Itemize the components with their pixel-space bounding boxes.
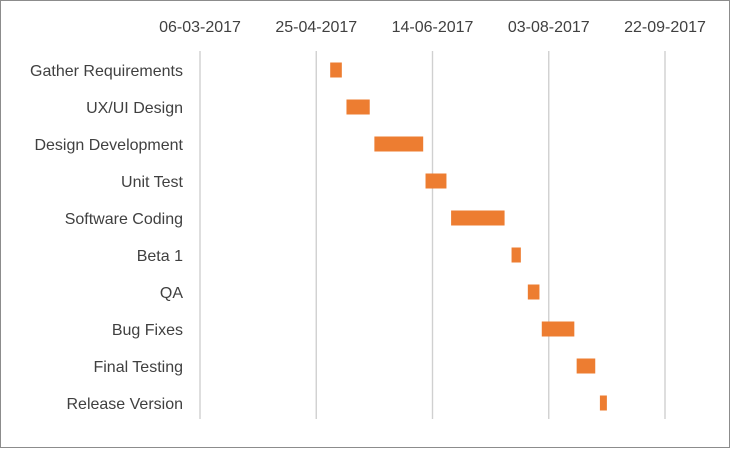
category-label: Unit Test xyxy=(121,174,184,191)
category-label: Design Development xyxy=(34,137,183,154)
x-tick-label: 03-08-2017 xyxy=(508,19,590,36)
task-bar xyxy=(425,173,447,189)
task-bar xyxy=(576,358,596,374)
task-bar xyxy=(541,321,575,337)
category-label: Gather Requirements xyxy=(30,63,183,80)
category-label: QA xyxy=(160,285,183,302)
x-tick-label: 22-09-2017 xyxy=(624,19,706,36)
task-bars xyxy=(330,62,607,411)
x-axis-tick-labels: 06-03-2017 25-04-2017 14-06-2017 03-08-2017… xyxy=(159,19,706,36)
category-label: UX/UI Design xyxy=(86,100,183,117)
category-label: Beta 1 xyxy=(137,248,183,265)
task-bar xyxy=(346,99,370,115)
category-label: Software Coding xyxy=(65,211,183,228)
x-tick-label: 25-04-2017 xyxy=(275,19,357,36)
task-bar xyxy=(451,210,505,226)
task-bar xyxy=(330,62,342,78)
x-tick-label: 14-06-2017 xyxy=(392,19,474,36)
task-bar xyxy=(374,136,424,152)
task-bar xyxy=(511,247,521,263)
gridlines xyxy=(199,51,666,419)
x-tick-label: 06-03-2017 xyxy=(159,19,241,36)
category-label: Bug Fixes xyxy=(112,322,183,339)
task-bar xyxy=(527,284,540,300)
y-axis-category-labels: Gather Requirements UX/UI Design Design De… xyxy=(30,63,184,413)
category-label: Final Testing xyxy=(93,359,183,376)
task-bar xyxy=(599,395,607,411)
category-label: Release Version xyxy=(66,396,183,413)
